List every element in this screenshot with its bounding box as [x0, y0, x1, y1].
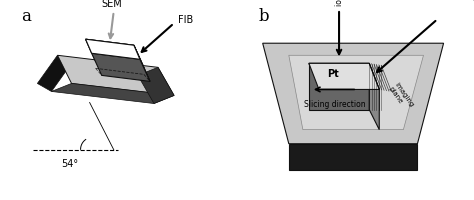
Polygon shape	[309, 64, 379, 90]
Polygon shape	[289, 56, 423, 130]
Polygon shape	[289, 144, 418, 170]
Text: b: b	[259, 8, 269, 25]
Polygon shape	[134, 46, 150, 82]
Text: Slicing direction: Slicing direction	[304, 100, 366, 109]
Polygon shape	[86, 40, 140, 60]
Text: imaging
plane: imaging plane	[387, 81, 414, 111]
Polygon shape	[91, 54, 150, 82]
Polygon shape	[369, 64, 379, 130]
Polygon shape	[86, 40, 144, 68]
Polygon shape	[37, 56, 72, 92]
Polygon shape	[309, 64, 369, 110]
Polygon shape	[52, 84, 174, 104]
Text: 54°: 54°	[61, 158, 78, 168]
Text: Pt: Pt	[327, 69, 339, 79]
Polygon shape	[263, 44, 444, 144]
Text: Electron beam: Electron beam	[444, 0, 474, 14]
Polygon shape	[86, 40, 140, 60]
Polygon shape	[138, 68, 174, 104]
Text: FIB: FIB	[178, 15, 193, 25]
Polygon shape	[309, 64, 379, 90]
Text: SEM: SEM	[101, 0, 122, 9]
Polygon shape	[57, 56, 174, 96]
Text: a: a	[21, 8, 31, 25]
Text: ion beam: ion beam	[335, 0, 344, 6]
